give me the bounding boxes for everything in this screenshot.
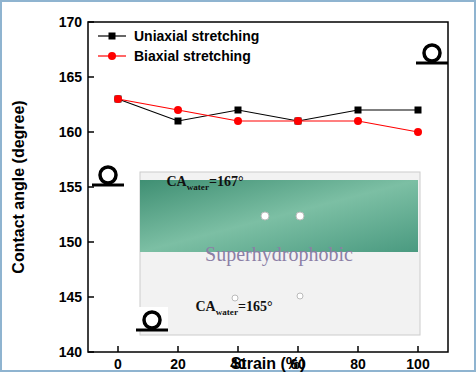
x-tick bbox=[297, 346, 299, 352]
inset-green-film bbox=[140, 180, 418, 252]
y-tick-label: 165 bbox=[59, 69, 83, 85]
y-tick bbox=[88, 186, 94, 188]
droplet bbox=[100, 167, 116, 183]
annotation-text: =167° bbox=[209, 174, 244, 189]
annotation: CAwater=165° bbox=[195, 299, 272, 317]
annotation-text: CA bbox=[195, 299, 216, 314]
marker-square bbox=[235, 107, 242, 114]
x-axis-label: Strain (%) bbox=[231, 355, 306, 372]
marker-square bbox=[115, 96, 122, 103]
x-tick bbox=[357, 346, 359, 352]
legend-label: Uniaxial stretching bbox=[134, 28, 259, 44]
y-tick bbox=[88, 21, 94, 23]
annotation-text: =165° bbox=[238, 299, 273, 314]
water-drop bbox=[261, 212, 269, 220]
series-line bbox=[118, 99, 418, 132]
droplet-bg bbox=[92, 162, 124, 186]
chart-svg: CAwater=167°SuperhydrophobicCAwater=165°… bbox=[0, 0, 476, 372]
x-tick bbox=[237, 346, 239, 352]
droplet-icon bbox=[416, 40, 448, 64]
marker-square bbox=[355, 107, 362, 114]
droplet bbox=[424, 45, 440, 61]
droplet-bg bbox=[416, 40, 448, 64]
y-tick bbox=[88, 351, 94, 353]
marker-square bbox=[175, 118, 182, 125]
legend: Uniaxial stretching Biaxial stretching bbox=[98, 28, 259, 64]
background bbox=[1, 1, 475, 371]
droplet bbox=[144, 312, 160, 328]
x-tick-label: 80 bbox=[350, 356, 366, 372]
water-drop bbox=[296, 212, 304, 220]
y-tick-label: 150 bbox=[59, 234, 83, 250]
y-tick-label: 140 bbox=[59, 344, 83, 360]
droplet-icon bbox=[92, 162, 124, 186]
y-tick-label: 155 bbox=[59, 179, 83, 195]
marker-circle bbox=[414, 128, 422, 136]
marker-square bbox=[415, 107, 422, 114]
y-tick-label: 160 bbox=[59, 124, 83, 140]
x-tick-label: 0 bbox=[114, 356, 122, 372]
marker-circle bbox=[354, 117, 362, 125]
annotation: Superhydrophobic bbox=[205, 243, 353, 266]
data-group bbox=[114, 95, 422, 136]
x-tick-label: 20 bbox=[170, 356, 186, 372]
marker-circle bbox=[108, 52, 116, 60]
marker-circle bbox=[174, 106, 182, 114]
marker-circle bbox=[294, 117, 302, 125]
droplet-icon bbox=[136, 307, 168, 331]
x-tick bbox=[177, 346, 179, 352]
plot-frame bbox=[88, 22, 448, 352]
droplet-bg bbox=[136, 307, 168, 331]
annotation-subscript: water bbox=[216, 307, 238, 317]
y-axis-label: Contact angle (degree) bbox=[10, 100, 27, 273]
legend-label: Biaxial stretching bbox=[134, 48, 251, 64]
water-drop bbox=[297, 293, 303, 299]
annotation-text: CA bbox=[166, 174, 187, 189]
series-line bbox=[118, 99, 418, 121]
marker-circle bbox=[234, 117, 242, 125]
y-tick bbox=[88, 76, 94, 78]
x-tick-label: 100 bbox=[406, 356, 430, 372]
marker-circle bbox=[114, 95, 122, 103]
y-tick bbox=[88, 296, 94, 298]
y-tick bbox=[88, 131, 94, 133]
y-tick bbox=[88, 241, 94, 243]
y-tick-label: 170 bbox=[59, 14, 83, 30]
marker-square bbox=[109, 33, 116, 40]
marker-square bbox=[295, 118, 302, 125]
y-tick-label: 145 bbox=[59, 289, 83, 305]
inset-base bbox=[140, 172, 420, 335]
x-tick bbox=[117, 346, 119, 352]
chart-root: CAwater=167°SuperhydrophobicCAwater=165°… bbox=[0, 0, 476, 372]
annotation: CAwater=167° bbox=[166, 174, 243, 192]
annotation-text: Superhydrophobic bbox=[205, 243, 353, 266]
inset-photo bbox=[140, 172, 420, 335]
annotation-subscript: water bbox=[187, 182, 209, 192]
x-tick bbox=[417, 346, 419, 352]
